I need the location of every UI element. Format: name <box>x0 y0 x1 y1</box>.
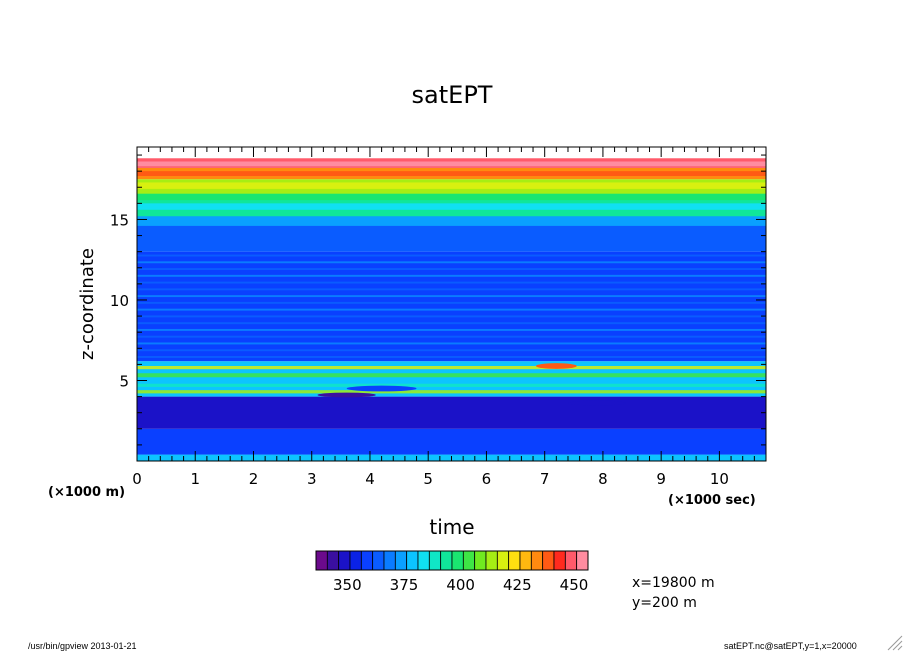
y-tick-label: 10 <box>110 292 129 310</box>
colorbar-swatch <box>474 550 487 571</box>
field-patch <box>346 385 417 392</box>
field-stripe <box>137 365 766 370</box>
field-band <box>137 396 766 429</box>
y-position-annotation: y=200 m <box>632 595 697 611</box>
plot-area <box>137 147 766 461</box>
field-stripe <box>137 349 766 352</box>
x-tick-label: 5 <box>423 470 433 488</box>
chart-title: satEPT <box>412 81 493 109</box>
y-tick-label: 15 <box>110 211 129 229</box>
field-band <box>137 428 766 455</box>
field-stripe <box>137 171 766 176</box>
field-stripe <box>137 295 766 298</box>
field-patch <box>317 392 376 398</box>
colorbar-swatch <box>451 550 464 571</box>
colorbar-frame <box>315 550 589 571</box>
field-stripe <box>137 315 766 318</box>
x-tick-label: 1 <box>190 470 200 488</box>
colorbar-tick-label: 400 <box>446 576 475 594</box>
colorbar-swatch <box>338 550 351 571</box>
y-unit-note: (×1000 m) <box>48 485 125 500</box>
colorbar-swatch <box>496 550 510 571</box>
field-stripe <box>137 308 766 311</box>
field-stripe <box>137 356 766 358</box>
colorbar-swatch <box>406 550 419 571</box>
field-stripe <box>137 268 766 271</box>
field-stripe <box>137 342 766 345</box>
field-stripe <box>137 390 766 394</box>
colorbar-swatch <box>576 550 589 571</box>
field-stripe <box>137 182 766 189</box>
colorbar-swatch <box>485 550 498 571</box>
x-tick-label: 9 <box>656 470 666 488</box>
colorbar-tick-labels: 350 375 400 425 450 <box>333 576 588 594</box>
colorbar-swatch <box>349 550 362 571</box>
colorbar-swatch <box>315 550 328 571</box>
colorbar-tick-label: 375 <box>390 576 419 594</box>
colorbar-swatch <box>508 550 521 571</box>
field-stripe <box>137 193 766 201</box>
colorbar-swatch <box>428 550 442 571</box>
field-stripe <box>137 301 766 304</box>
field-stripe <box>137 161 766 167</box>
x-tick-label: 10 <box>710 470 729 488</box>
x-axis-label: time <box>429 515 474 539</box>
x-tick-label: 8 <box>598 470 608 488</box>
footer-right-text: satEPT.nc@satEPT,y=1,x=20000 <box>724 641 857 651</box>
colorbar-swatch <box>383 550 396 571</box>
x-tick-label: 2 <box>249 470 259 488</box>
field-stripe <box>137 216 766 226</box>
colorbar-swatch <box>326 550 340 571</box>
colorbar-swatch <box>564 550 578 571</box>
field-patch <box>535 363 577 369</box>
x-axis-ticks: 0 1 2 3 4 5 6 7 8 9 10 <box>132 147 767 488</box>
x-tick-label: 6 <box>482 470 492 488</box>
colorbar <box>315 550 589 571</box>
x-tick-label: 3 <box>307 470 317 488</box>
colorbar-tick-label: 450 <box>560 576 589 594</box>
field-stripe <box>137 274 766 277</box>
field-stripe <box>137 328 766 331</box>
field-stripe <box>137 261 766 264</box>
x-position-annotation: x=19800 m <box>632 575 715 591</box>
field-patch <box>567 400 627 406</box>
y-tick-label: 5 <box>119 372 129 390</box>
colorbar-tick-label: 350 <box>333 576 362 594</box>
colorbar-swatch <box>553 550 566 571</box>
x-unit-note: (×1000 sec) <box>668 493 756 508</box>
contour-field <box>137 158 766 461</box>
colorbar-swatch <box>372 550 385 571</box>
footer-left-text: /usr/bin/gpview 2013-01-21 <box>28 641 137 651</box>
corner-mark-icon <box>887 635 903 651</box>
colorbar-swatch <box>542 550 555 571</box>
field-stripe <box>137 383 766 387</box>
colorbar-swatch <box>530 550 544 571</box>
y-axis-label: z-coordinate <box>77 248 98 360</box>
colorbar-swatch <box>519 550 532 571</box>
field-stripe <box>137 373 766 378</box>
colorbar-tick-label: 425 <box>503 576 532 594</box>
colorbar-swatch <box>417 550 430 571</box>
colorbar-swatch <box>360 550 374 571</box>
field-stripe <box>137 322 766 325</box>
field-stripe <box>137 254 766 257</box>
colorbar-swatch <box>462 550 476 571</box>
x-tick-label: 0 <box>132 470 142 488</box>
x-tick-label: 7 <box>540 470 550 488</box>
y-axis-ticks: 5 10 15 <box>110 154 766 462</box>
field-stripe <box>137 288 766 291</box>
field-stripe <box>137 335 766 338</box>
field-stripe <box>137 203 766 210</box>
field-stripe <box>137 281 766 284</box>
colorbar-swatch <box>394 550 408 571</box>
colorbar-swatch <box>440 550 453 571</box>
x-tick-label: 4 <box>365 470 375 488</box>
